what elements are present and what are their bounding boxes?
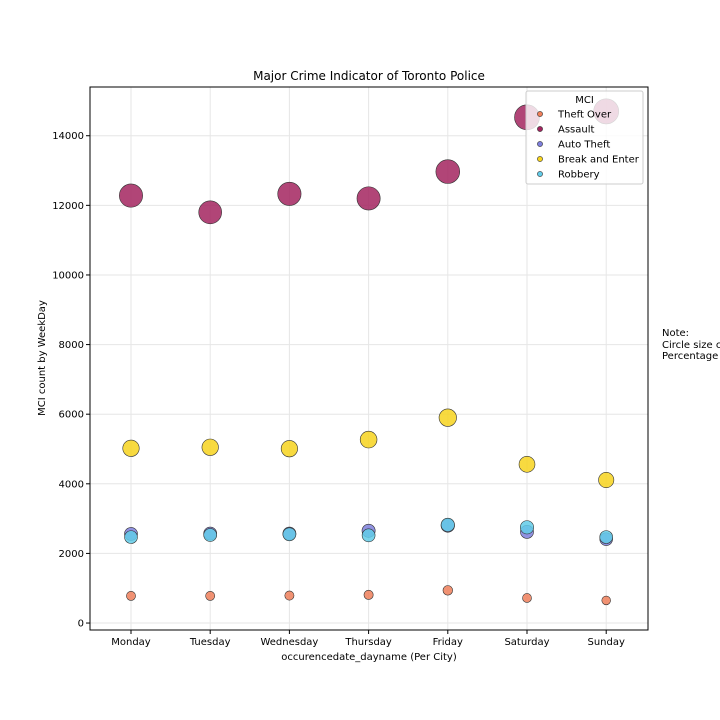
data-point (356, 186, 381, 211)
data-point (205, 591, 216, 601)
legend-entry: Robbery (558, 170, 600, 181)
data-point (284, 590, 295, 601)
note-line: Note: (662, 328, 690, 339)
data-point (438, 408, 457, 427)
y-tick-label: 10000 (52, 270, 84, 281)
legend-box (525, 90, 644, 185)
x-tick-label: Wednesday (260, 637, 318, 648)
data-point (520, 520, 534, 535)
x-tick-label: Sunday (587, 637, 624, 648)
y-tick-label: 4000 (59, 479, 84, 490)
data-point (201, 438, 219, 456)
y-axis-label: MCI count by WeekDay (37, 300, 48, 416)
data-point (440, 517, 455, 532)
data-point (277, 181, 302, 206)
data-point (122, 439, 140, 457)
x-tick-label: Monday (111, 637, 151, 648)
data-point (124, 530, 138, 544)
y-tick-label: 8000 (59, 340, 84, 351)
data-point (126, 591, 136, 601)
x-tick-label: Saturday (504, 637, 549, 648)
data-point (361, 528, 376, 543)
data-point (518, 456, 536, 473)
legend: MCI Theft Over Assault Auto Theft Break and … (525, 90, 644, 185)
data-point (359, 430, 378, 449)
data-point (203, 528, 217, 542)
data-point (198, 200, 222, 225)
size-note: Note: Circle size c Percentage (662, 328, 720, 363)
legend-marker (537, 141, 543, 147)
legend-marker (537, 126, 543, 132)
legend-marker (537, 111, 543, 117)
data-point (280, 440, 298, 458)
legend-marker (537, 156, 543, 162)
data-point (363, 589, 374, 600)
data-point (119, 183, 143, 208)
x-tick-label: Friday (433, 637, 463, 648)
legend-entry: Break and Enter (558, 155, 640, 166)
legend-entry: Theft Over (557, 110, 612, 121)
chart-title: Major Crime Indicator of Toronto Police (253, 69, 485, 83)
data-point (282, 527, 297, 542)
y-tick-label: 6000 (59, 410, 84, 421)
x-axis-label: occurencedate_dayname (Per City) (281, 652, 457, 663)
y-tick-label: 0 (78, 619, 84, 630)
axis-ticks: Monday Tuesday Wednesday Thursday Friday Satu… (52, 131, 625, 648)
data-point (522, 593, 532, 603)
y-tick-label: 12000 (52, 201, 84, 212)
y-tick-label: 14000 (52, 131, 84, 142)
y-tick-label: 2000 (59, 549, 84, 560)
legend-entry: Assault (558, 125, 595, 136)
x-tick-label: Thursday (344, 637, 392, 648)
legend-marker (537, 171, 543, 177)
data-point (435, 159, 461, 184)
legend-entry: Auto Theft (558, 140, 610, 151)
note-line: Percentage (662, 351, 719, 362)
data-points (119, 98, 620, 606)
data-point (442, 585, 453, 596)
data-point (599, 530, 613, 544)
note-line: Circle size c (662, 339, 720, 351)
x-tick-label: Tuesday (189, 637, 231, 648)
data-point (601, 595, 611, 606)
legend-title: MCI (575, 95, 594, 106)
data-point (598, 472, 615, 488)
